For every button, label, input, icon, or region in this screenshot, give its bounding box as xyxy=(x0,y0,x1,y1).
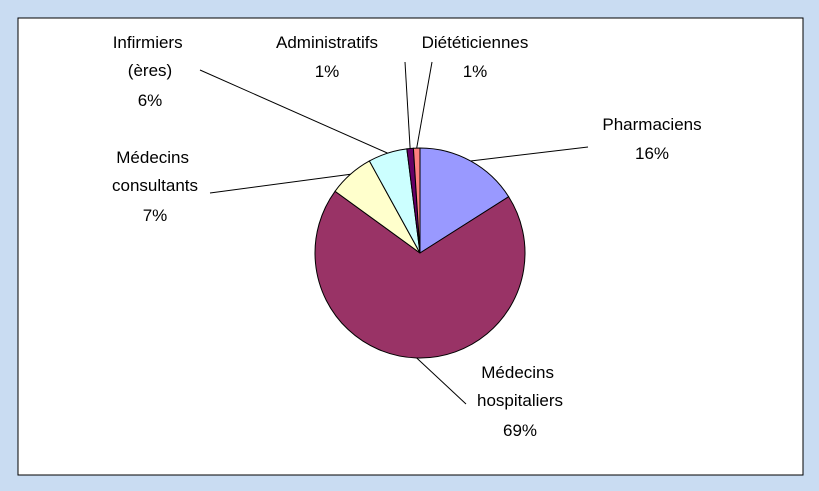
category-label: Médecins consultants xyxy=(112,148,198,195)
leader-line xyxy=(199,69,388,154)
value-label: 1% xyxy=(463,62,488,81)
value-label: 69% xyxy=(503,421,537,440)
category-label: Pharmaciens xyxy=(602,115,701,134)
value-label: 6% xyxy=(138,91,163,110)
category-label: Médecins hospitaliers xyxy=(477,363,563,410)
leader-line xyxy=(209,173,351,194)
category-label: Infirmiers (ères) xyxy=(113,33,188,80)
leader-line xyxy=(416,61,433,149)
leader-line xyxy=(470,146,589,162)
leader-line xyxy=(404,61,411,149)
category-label: Administratifs xyxy=(276,33,378,52)
leader-line xyxy=(416,357,467,405)
value-label: 16% xyxy=(635,144,669,163)
value-label: 7% xyxy=(143,206,168,225)
pie-slice xyxy=(419,147,510,254)
value-label: 1% xyxy=(315,62,340,81)
category-label: Diététiciennes xyxy=(422,33,529,52)
